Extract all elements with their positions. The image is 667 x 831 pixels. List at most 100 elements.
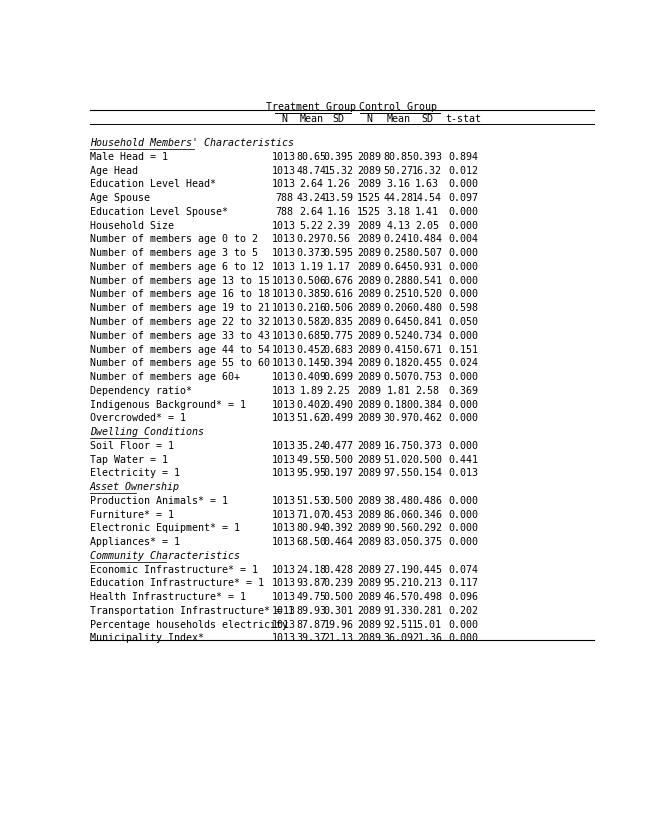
Text: 2089: 2089 <box>358 524 382 534</box>
Text: 0.598: 0.598 <box>448 303 478 313</box>
Text: Number of members age 16 to 18: Number of members age 16 to 18 <box>89 289 269 299</box>
Text: 87.87: 87.87 <box>296 620 326 630</box>
Text: 0.452: 0.452 <box>296 345 326 355</box>
Text: 15.32: 15.32 <box>323 165 354 175</box>
Text: 0.699: 0.699 <box>323 372 354 382</box>
Text: 38.48: 38.48 <box>384 496 414 506</box>
Text: 1525: 1525 <box>358 207 382 217</box>
Text: 0.931: 0.931 <box>412 262 442 272</box>
Text: Number of members age 0 to 2: Number of members age 0 to 2 <box>89 234 257 244</box>
Text: 0.000: 0.000 <box>448 496 478 506</box>
Text: 0.385: 0.385 <box>296 289 326 299</box>
Text: 0.499: 0.499 <box>323 413 354 423</box>
Text: 0.346: 0.346 <box>412 509 442 519</box>
Text: SD: SD <box>421 114 433 124</box>
Text: SD: SD <box>333 114 345 124</box>
Text: 0.117: 0.117 <box>448 578 478 588</box>
Text: 2.39: 2.39 <box>327 221 351 231</box>
Text: 46.57: 46.57 <box>384 593 414 602</box>
Text: Indigenous Background* = 1: Indigenous Background* = 1 <box>89 400 245 410</box>
Text: 2089: 2089 <box>358 400 382 410</box>
Text: 0.445: 0.445 <box>412 564 442 574</box>
Text: 0.281: 0.281 <box>412 606 442 616</box>
Text: 2089: 2089 <box>358 317 382 327</box>
Text: Number of members age 55 to 60: Number of members age 55 to 60 <box>89 358 269 368</box>
Text: 2089: 2089 <box>358 496 382 506</box>
Text: 0.490: 0.490 <box>323 400 354 410</box>
Text: Number of members age 6 to 12: Number of members age 6 to 12 <box>89 262 263 272</box>
Text: 0.288: 0.288 <box>384 276 414 286</box>
Text: 1525: 1525 <box>358 193 382 203</box>
Text: 1013: 1013 <box>272 358 296 368</box>
Text: Production Animals* = 1: Production Animals* = 1 <box>89 496 227 506</box>
Text: 44.28: 44.28 <box>384 193 414 203</box>
Text: 0.486: 0.486 <box>412 496 442 506</box>
Text: 2089: 2089 <box>358 469 382 479</box>
Text: 0.097: 0.097 <box>448 193 478 203</box>
Text: 0.415: 0.415 <box>384 345 414 355</box>
Text: t-stat: t-stat <box>446 114 482 124</box>
Text: 95.21: 95.21 <box>384 578 414 588</box>
Text: 86.06: 86.06 <box>384 509 414 519</box>
Text: 1013: 1013 <box>272 537 296 547</box>
Text: 0.251: 0.251 <box>384 289 414 299</box>
Text: 2089: 2089 <box>358 593 382 602</box>
Text: 1.89: 1.89 <box>299 386 323 396</box>
Text: 2089: 2089 <box>358 537 382 547</box>
Text: 0.520: 0.520 <box>412 289 442 299</box>
Text: Age Spouse: Age Spouse <box>89 193 149 203</box>
Text: 2089: 2089 <box>358 262 382 272</box>
Text: 0.050: 0.050 <box>448 317 478 327</box>
Text: 1.17: 1.17 <box>327 262 351 272</box>
Text: Number of members age 19 to 21: Number of members age 19 to 21 <box>89 303 269 313</box>
Text: Appliances* = 1: Appliances* = 1 <box>89 537 179 547</box>
Text: Education Level Spouse*: Education Level Spouse* <box>89 207 227 217</box>
Text: 0.096: 0.096 <box>448 593 478 602</box>
Text: 1013: 1013 <box>272 496 296 506</box>
Text: 0.393: 0.393 <box>412 152 442 162</box>
Text: 1013: 1013 <box>272 633 296 643</box>
Text: 1013: 1013 <box>272 469 296 479</box>
Text: 2089: 2089 <box>358 509 382 519</box>
Text: 0.395: 0.395 <box>323 152 354 162</box>
Text: 13.59: 13.59 <box>323 193 354 203</box>
Text: Control Group: Control Group <box>360 102 437 112</box>
Text: 3.18: 3.18 <box>387 207 411 217</box>
Text: 1.63: 1.63 <box>415 179 439 189</box>
Text: 0.216: 0.216 <box>296 303 326 313</box>
Text: 1013: 1013 <box>272 386 296 396</box>
Text: 0.000: 0.000 <box>448 400 478 410</box>
Text: Dwelling Conditions: Dwelling Conditions <box>89 427 203 437</box>
Text: 1013: 1013 <box>272 620 296 630</box>
Text: 2.05: 2.05 <box>415 221 439 231</box>
Text: 0.507: 0.507 <box>384 372 414 382</box>
Text: 0.241: 0.241 <box>384 234 414 244</box>
Text: 0.000: 0.000 <box>448 207 478 217</box>
Text: 39.37: 39.37 <box>296 633 326 643</box>
Text: 1.19: 1.19 <box>299 262 323 272</box>
Text: 0.506: 0.506 <box>296 276 326 286</box>
Text: 1013: 1013 <box>272 606 296 616</box>
Text: 43.24: 43.24 <box>296 193 326 203</box>
Text: 0.384: 0.384 <box>412 400 442 410</box>
Text: 1013: 1013 <box>272 509 296 519</box>
Text: 0.582: 0.582 <box>296 317 326 327</box>
Text: 30.97: 30.97 <box>384 413 414 423</box>
Text: 2089: 2089 <box>358 620 382 630</box>
Text: 0.683: 0.683 <box>323 345 354 355</box>
Text: 2089: 2089 <box>358 358 382 368</box>
Text: 0.197: 0.197 <box>323 469 354 479</box>
Text: 0.685: 0.685 <box>296 331 326 341</box>
Text: Household Members' Characteristics: Household Members' Characteristics <box>89 138 293 148</box>
Text: 788: 788 <box>275 207 293 217</box>
Text: 1013: 1013 <box>272 372 296 382</box>
Text: 89.93: 89.93 <box>296 606 326 616</box>
Text: 0.213: 0.213 <box>412 578 442 588</box>
Text: 80.85: 80.85 <box>384 152 414 162</box>
Text: Mean: Mean <box>299 114 323 124</box>
Text: Soil Floor = 1: Soil Floor = 1 <box>89 440 173 450</box>
Text: 5.22: 5.22 <box>299 221 323 231</box>
Text: 0.498: 0.498 <box>412 593 442 602</box>
Text: 0.013: 0.013 <box>448 469 478 479</box>
Text: 0.369: 0.369 <box>448 386 478 396</box>
